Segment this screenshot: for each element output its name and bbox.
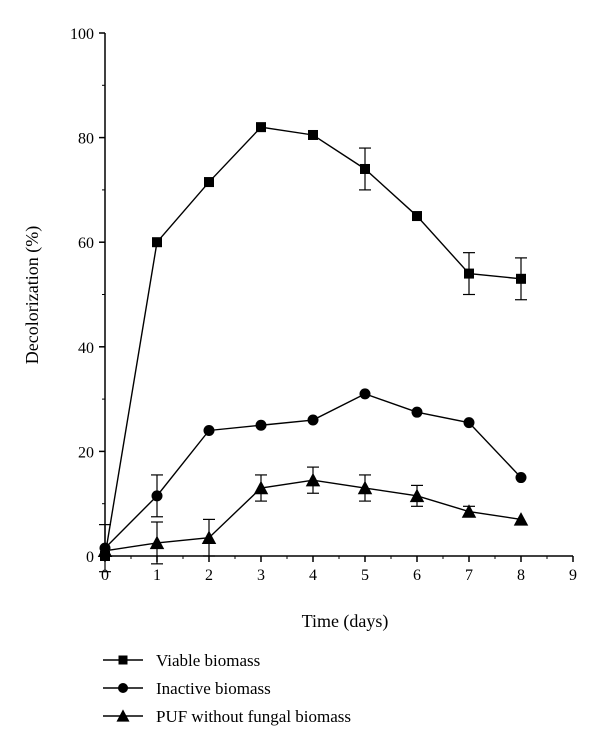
x-tick-label: 9 [569,567,577,584]
x-tick-label: 1 [153,567,161,584]
x-tick-label: 2 [205,567,213,584]
x-tick-label: 5 [361,567,369,584]
data-point-circle [359,388,371,400]
data-point-circle [411,406,423,418]
data-point-square [516,273,526,284]
data-point-square [256,122,266,133]
data-point-circle [255,419,267,431]
y-tick-label: 0 [86,549,94,566]
y-tick-label: 20 [78,444,94,461]
data-point-square [464,268,474,279]
data-point-triangle [461,504,477,518]
data-point-triangle [305,472,321,487]
y-tick-label: 60 [78,235,94,252]
legend-label: Inactive biomass [156,679,271,698]
legend: Viable biomass Inactive biomass PUF withou… [103,651,351,726]
data-point-circle [515,472,527,484]
x-tick-label: 3 [257,567,265,584]
x-tick-label: 8 [517,567,525,584]
data-point-square [118,655,128,665]
data-point-square [152,237,162,248]
data-point-circle [307,414,319,426]
data-point-circle [151,490,163,502]
data-point-triangle [357,480,373,495]
data-point-triangle [116,709,130,722]
y-tick-label: 80 [78,131,94,148]
x-axis-label: Time (days) [302,611,389,632]
data-point-triangle [149,535,165,550]
legend-item-triangle: PUF without fungal biomass [103,707,351,726]
data-point-circle [118,683,128,693]
data-point-circle [203,424,215,436]
data-point-square [308,129,318,140]
legend-label: PUF without fungal biomass [156,707,351,726]
legend-item-square: Viable biomass [103,651,260,670]
data-point-square [412,211,422,222]
axes: 0 1 2 3 4 5 6 7 8 9 0 20 40 60 80 100 [70,26,577,584]
legend-item-circle: Inactive biomass [103,679,271,698]
data-point-circle [463,417,475,429]
series-layer [97,122,529,573]
x-tick-label: 4 [309,567,317,584]
data-point-triangle [201,530,217,544]
data-point-triangle [253,480,269,495]
y-axis-label: Decolorization (%) [22,226,43,364]
legend-label: Viable biomass [156,651,260,670]
data-point-square [360,163,370,174]
data-point-square [204,177,214,188]
x-tick-label: 7 [465,567,473,584]
x-tick-label: 0 [101,567,109,584]
y-tick-label: 100 [70,26,94,43]
series-triangle [97,466,529,565]
x-tick-label: 6 [413,567,421,584]
y-tick-label: 40 [78,340,94,357]
data-point-triangle [409,488,425,503]
series-circle [99,388,527,573]
data-point-triangle [513,512,529,526]
series-square [100,122,527,561]
data-point-triangle [97,543,113,558]
